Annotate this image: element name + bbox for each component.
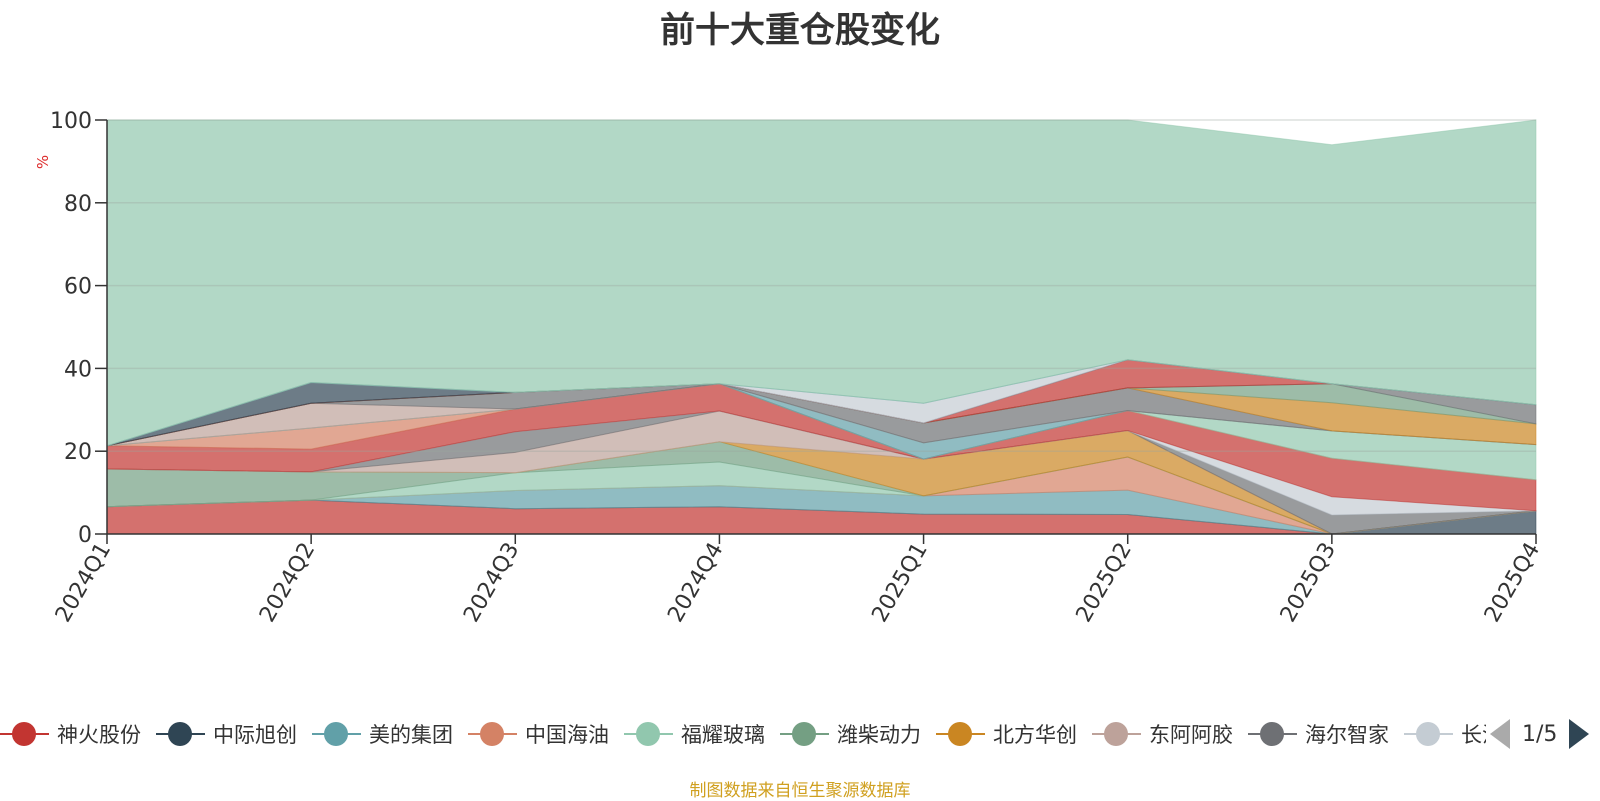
- x-tick-label-2024Q4: 2024Q4: [663, 539, 728, 627]
- legend-page-indicator: 1/5: [1522, 721, 1558, 747]
- x-tick-label-2025Q4: 2025Q4: [1480, 539, 1545, 627]
- x-tick-label-2024Q1: 2024Q1: [51, 539, 116, 627]
- y-axis-unit-label: %: [34, 155, 52, 169]
- legend-label: 神火股份: [57, 723, 141, 747]
- x-tick-label-2025Q3: 2025Q3: [1276, 539, 1341, 627]
- legend-next-page-button[interactable]: [1569, 719, 1590, 749]
- area-series-24[interactable]: [106, 119, 1537, 447]
- legend-marker-icon: [1248, 721, 1297, 747]
- legend-marker-icon: [1404, 721, 1453, 747]
- x-tick-label-2024Q2: 2024Q2: [255, 539, 320, 627]
- x-tick-label-2025Q1: 2025Q1: [867, 539, 932, 627]
- y-tick-label-80: 80: [64, 192, 92, 217]
- chart-title: 前十大重仓股变化: [659, 11, 940, 51]
- legend-label: 福耀玻璃: [681, 723, 765, 747]
- legend-prev-page-button[interactable]: [1490, 719, 1510, 749]
- legend-label: 中际旭创: [213, 723, 297, 747]
- legend-label: 潍柴动力: [837, 723, 921, 747]
- legend-marker-icon: [624, 721, 673, 747]
- x-tick-label-2025Q2: 2025Q2: [1072, 539, 1137, 627]
- legend-item-6[interactable]: 潍柴动力: [780, 712, 921, 756]
- legend-item-4[interactable]: 中国海油: [468, 712, 609, 756]
- legend-label: 北方华创: [993, 723, 1077, 747]
- legend-marker-icon: [468, 721, 517, 747]
- legend-label: 长江电力: [1461, 723, 1486, 747]
- legend-item-8[interactable]: 东阿阿胶: [1092, 712, 1233, 756]
- legend-label: 东阿阿胶: [1149, 723, 1233, 747]
- legend-marker-icon: [156, 721, 205, 747]
- legend-marker-icon: [780, 721, 829, 747]
- y-tick-label-0: 0: [78, 523, 92, 548]
- legend-pager: 1/5: [1490, 716, 1590, 752]
- legend-item-10[interactable]: 长江电力: [1404, 712, 1486, 756]
- y-tick-label-20: 20: [64, 440, 92, 465]
- legend-item-7[interactable]: 北方华创: [936, 712, 1077, 756]
- legend-item-2[interactable]: 中际旭创: [156, 712, 297, 756]
- area-series-layer: [106, 119, 1537, 535]
- legend-marker-icon: [936, 721, 985, 747]
- legend-marker-icon: [0, 721, 49, 747]
- source-note: 制图数据来自恒生聚源数据库: [689, 781, 911, 801]
- y-tick-label-100: 100: [50, 109, 92, 134]
- y-tick-label-40: 40: [64, 357, 92, 382]
- legend-item-5[interactable]: 福耀玻璃: [624, 712, 765, 756]
- legend: 神火股份 中际旭创 美的集团 中国海油 福耀玻璃 潍柴动力 北方华创 东阿阿胶 海尔智家 长江电力…: [0, 712, 1486, 756]
- x-tick-label-2024Q3: 2024Q3: [459, 539, 524, 627]
- gridlines: [107, 119, 1536, 452]
- legend-label: 中国海油: [525, 723, 609, 747]
- legend-item-3[interactable]: 美的集团: [312, 712, 453, 756]
- legend-marker-icon: [1092, 721, 1141, 747]
- legend-item-9[interactable]: 海尔智家: [1248, 712, 1389, 756]
- legend-label: 海尔智家: [1305, 723, 1389, 747]
- legend-item-1[interactable]: 神火股份: [0, 712, 141, 756]
- legend-marker-icon: [312, 721, 361, 747]
- legend-label: 美的集团: [369, 723, 453, 747]
- y-tick-label-60: 60: [64, 275, 92, 300]
